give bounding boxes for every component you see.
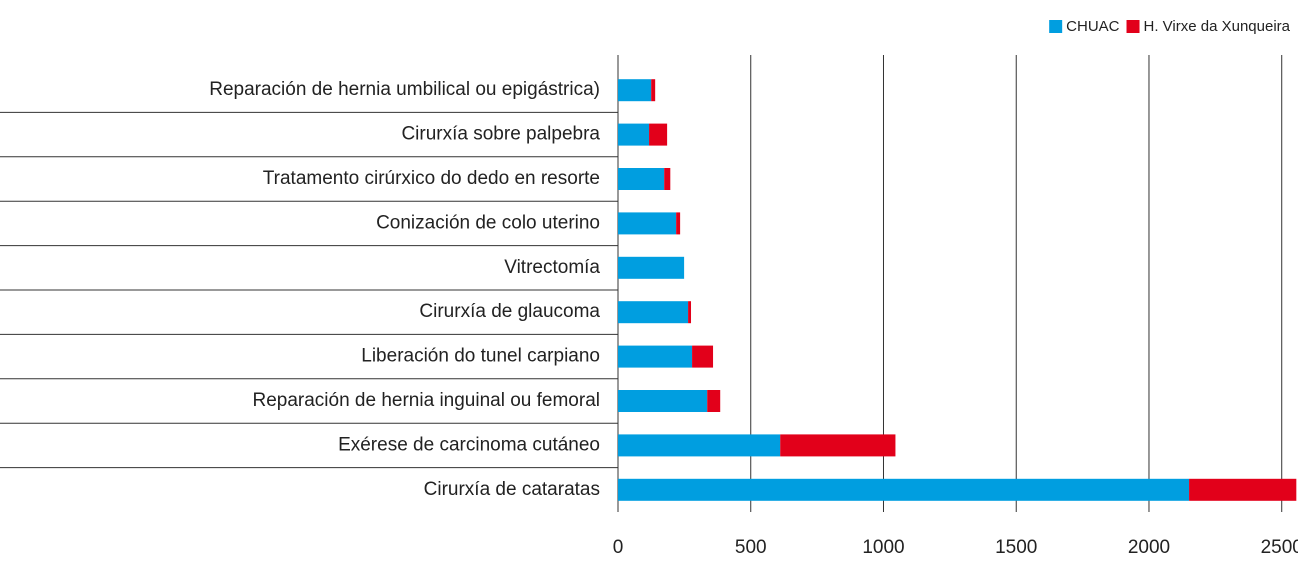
bar-segment: [676, 212, 681, 235]
bar-segment: [649, 123, 668, 146]
y-tick-label: Cirurxía de cataratas: [424, 479, 600, 500]
legend-swatch: [1049, 20, 1063, 33]
bar-segment: [1189, 478, 1297, 501]
bar-segment: [780, 434, 896, 457]
bar-segment: [618, 301, 689, 324]
y-tick-label: Cirurxía de glaucoma: [419, 301, 600, 322]
y-tick-label: Conización de colo uterino: [376, 212, 600, 233]
bar-segment: [707, 390, 721, 412]
bar-segment: [618, 434, 781, 457]
x-tick-label: 2000: [1128, 537, 1170, 558]
x-tick-label: 1500: [995, 537, 1037, 558]
bar-segment: [618, 123, 650, 146]
y-tick-label: Tratamento cirúrxico do dedo en resorte: [263, 168, 600, 189]
bar-segment: [688, 301, 692, 324]
bar-segment: [618, 256, 685, 279]
x-tick-label: 500: [735, 537, 767, 558]
x-tick-label: 1000: [862, 537, 904, 558]
y-tick-label: Reparación de hernia inguinal ou femoral: [252, 390, 600, 411]
bar-segment: [618, 168, 665, 190]
x-tick-label: 0: [613, 537, 624, 558]
y-tick-label: Cirurxía sobre palpebra: [401, 124, 600, 145]
bar-segment: [651, 79, 656, 102]
y-tick-label: Exérese de carcinoma cutáneo: [338, 434, 600, 455]
x-tick-label: 2500: [1261, 537, 1298, 558]
legend-swatch: [1126, 20, 1140, 33]
bar-segment: [618, 212, 677, 235]
y-tick-label: Vitrectomía: [504, 257, 600, 278]
y-tick-label: Liberación do tunel carpiano: [361, 346, 600, 367]
bar-segment: [664, 168, 671, 190]
y-tick-label: Reparación de hernia umbilical ou epigás…: [209, 79, 600, 100]
bar-segment: [618, 79, 652, 102]
legend-label: H. Virxe da Xunqueira: [1144, 18, 1291, 35]
legend-label: CHUAC: [1066, 18, 1120, 35]
bar-segment: [618, 390, 708, 412]
bar-segment: [618, 345, 693, 368]
bar-segment: [692, 345, 714, 368]
bar-segment: [618, 478, 1190, 501]
